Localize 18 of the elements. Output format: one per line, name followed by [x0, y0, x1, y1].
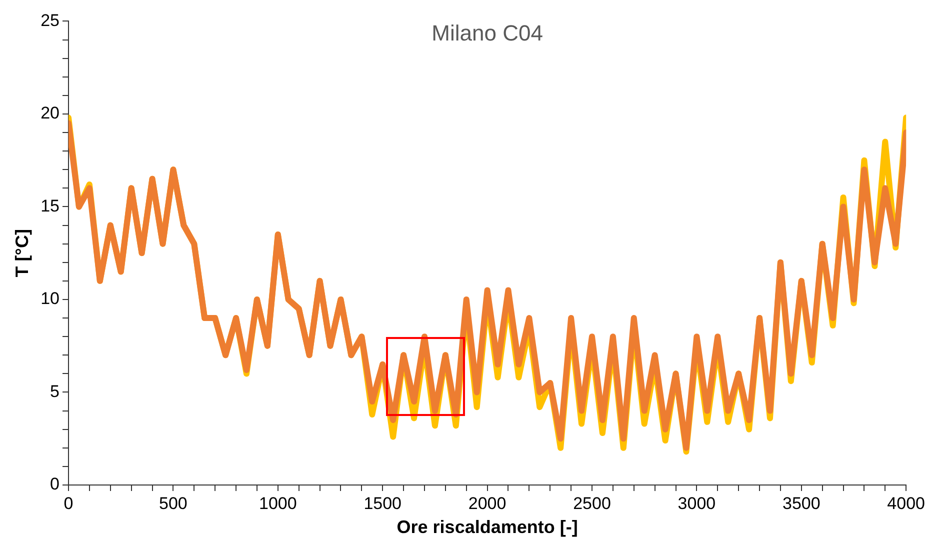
chart-title: Milano C04	[432, 20, 543, 46]
y-tick-label: 20	[40, 104, 60, 123]
y-tick-label: 0	[50, 474, 60, 494]
x-tick-label: 3000	[678, 494, 716, 513]
x-tick-label: 3500	[782, 494, 820, 513]
x-axis-title: Ore riscaldamento [-]	[396, 517, 578, 538]
x-tick-label: 2000	[468, 494, 506, 513]
y-axis-title: T [°C]	[12, 229, 32, 278]
y-tick-label: 10	[40, 289, 60, 308]
x-tick-label: 0	[64, 494, 74, 513]
y-tick-label: 25	[40, 10, 60, 30]
x-tick-label: 500	[159, 494, 188, 513]
x-tick-label: 2500	[573, 494, 611, 513]
y-tick-label: 5	[50, 382, 60, 401]
x-tick-label: 1500	[364, 494, 402, 513]
x-tick-label: 4000	[887, 494, 926, 513]
x-tick-label: 1000	[258, 494, 297, 513]
y-tick-label: 15	[40, 196, 60, 216]
